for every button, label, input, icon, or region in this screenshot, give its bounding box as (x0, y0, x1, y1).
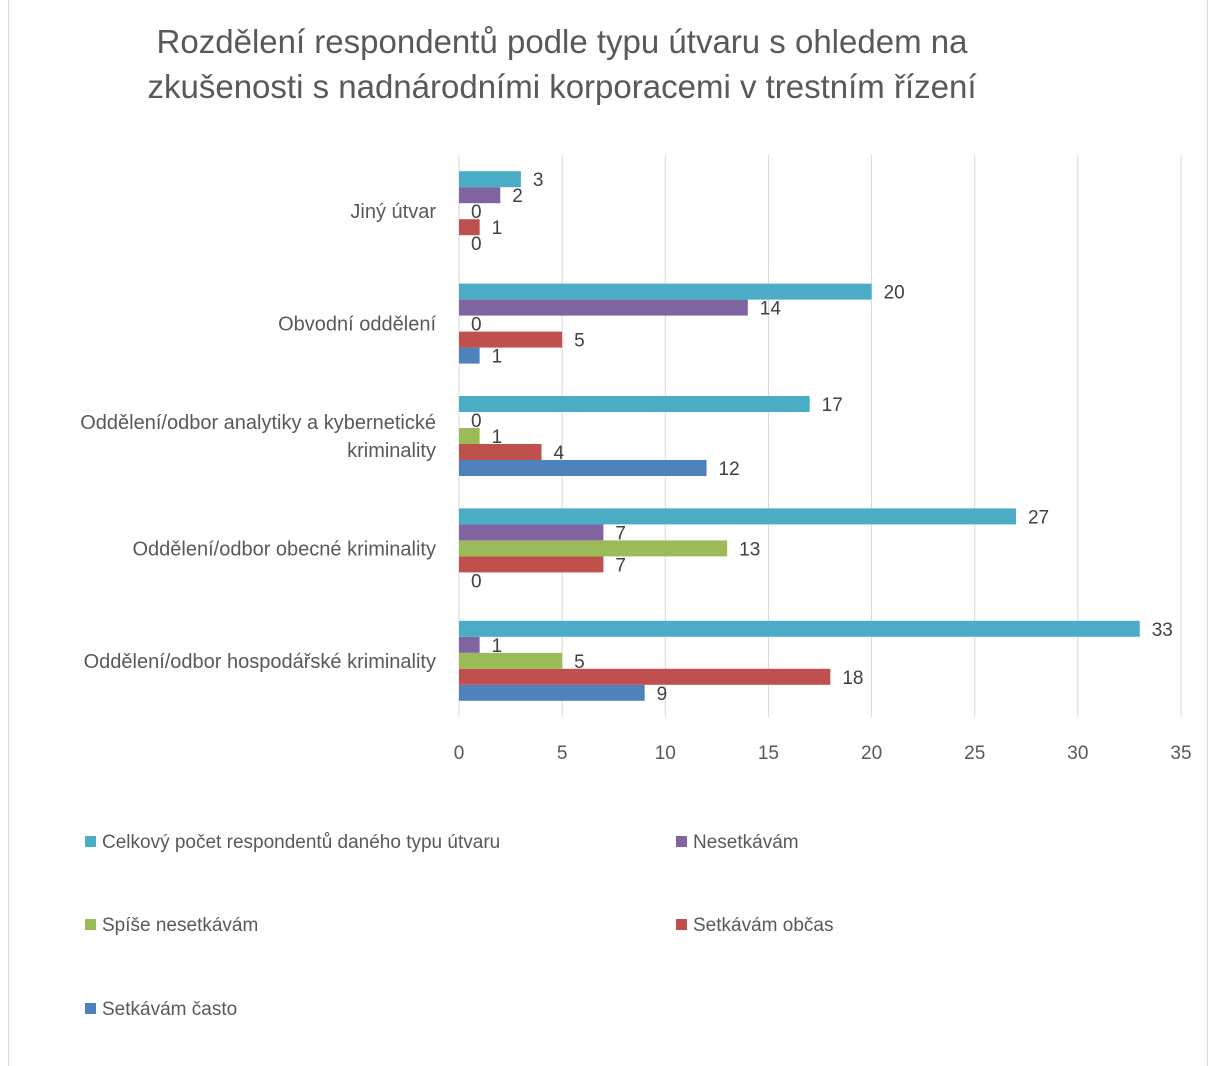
data-label: 5 (574, 652, 585, 673)
x-tick-label: 0 (454, 743, 465, 764)
x-tick-label: 20 (861, 743, 882, 764)
bar (459, 460, 707, 476)
data-label: 3 (533, 170, 544, 191)
bar (459, 652, 563, 669)
x-tick-label: 35 (1170, 743, 1191, 764)
legend-label: Spíše nesetkávám (102, 915, 258, 936)
legend-swatch (676, 919, 687, 930)
category-label: Oddělení/odbor obecné kriminality (132, 538, 436, 560)
data-label: 5 (574, 331, 585, 352)
x-tick-label: 15 (758, 743, 779, 764)
legend-swatch (676, 836, 687, 847)
bar (459, 540, 728, 557)
gridlines (458, 155, 1182, 717)
chart-title-line: Rozdělení respondentů podle typu útvaru … (157, 23, 969, 60)
bar (459, 219, 480, 236)
category-label: kriminality (347, 440, 436, 462)
data-label: 27 (1028, 507, 1049, 528)
bar (459, 444, 542, 460)
bar (459, 299, 748, 316)
legend: Celkový počet respondentů daného typu út… (85, 832, 833, 1020)
data-label: 1 (492, 218, 503, 239)
data-label: 0 (471, 315, 482, 336)
legend-swatch (85, 1003, 96, 1014)
x-tick-label: 30 (1067, 743, 1088, 764)
bar (459, 331, 563, 348)
data-label: 0 (471, 571, 482, 592)
data-label: 1 (492, 347, 503, 368)
bar (459, 396, 810, 412)
data-label: 18 (842, 668, 863, 689)
x-tick-label: 10 (655, 743, 676, 764)
data-label: 0 (471, 234, 482, 255)
bar (459, 171, 521, 188)
data-label: 2 (512, 186, 523, 207)
bar (459, 283, 872, 300)
data-label: 0 (471, 202, 482, 223)
bar (459, 556, 604, 573)
legend-swatch (85, 836, 96, 847)
bar (459, 620, 1140, 637)
data-label: 7 (615, 555, 626, 576)
bar (459, 347, 480, 364)
bar (459, 636, 480, 653)
data-label: 14 (760, 299, 782, 320)
x-tick-label: 25 (964, 743, 985, 764)
category-label: Oddělení/odbor hospodářské kriminality (84, 651, 436, 673)
data-label: 7 (615, 523, 626, 544)
bar (459, 668, 831, 685)
bar (459, 428, 480, 444)
data-label: 4 (554, 443, 565, 464)
data-label: 9 (657, 684, 668, 705)
category-label: Jiný útvar (350, 201, 436, 223)
category-labels: Oddělení/odbor hospodářské kriminality Od… (80, 201, 436, 673)
data-label: 12 (719, 459, 740, 480)
bar (459, 684, 645, 701)
data-label: 1 (492, 427, 503, 448)
chart-frame: Rozdělení respondentů podle typu útvaru … (8, 0, 1208, 1066)
data-label: 33 (1152, 620, 1173, 641)
data-label: 17 (822, 395, 843, 416)
legend-label: Nesetkávám (693, 832, 799, 853)
legend-label: Celkový počet respondentů daného typu út… (102, 832, 500, 853)
chart-title: Rozdělení respondentů podle typu útvaru … (147, 23, 976, 105)
bar (459, 187, 501, 204)
legend-swatch (85, 919, 96, 930)
x-axis-ticks: 0 5 10 15 20 25 30 35 (454, 743, 1192, 764)
legend-label: Setkávám občas (693, 915, 833, 936)
x-tick-label: 5 (557, 743, 568, 764)
legend-label: Setkávám často (102, 999, 237, 1020)
bar (459, 508, 1016, 525)
category-label: Obvodní oddělení (278, 314, 436, 336)
data-label: 1 (492, 636, 503, 657)
data-label: 20 (884, 283, 905, 304)
data-label: 0 (471, 411, 482, 432)
bar (459, 524, 604, 541)
category-label: Oddělení/odbor analytiky a kybernetické (80, 412, 436, 434)
chart-title-line: zkušenosti s nadnárodními korporacemi v … (147, 68, 976, 105)
data-label: 13 (739, 539, 760, 560)
chart-svg: Rozdělení respondentů podle typu útvaru … (80, 23, 1192, 1020)
